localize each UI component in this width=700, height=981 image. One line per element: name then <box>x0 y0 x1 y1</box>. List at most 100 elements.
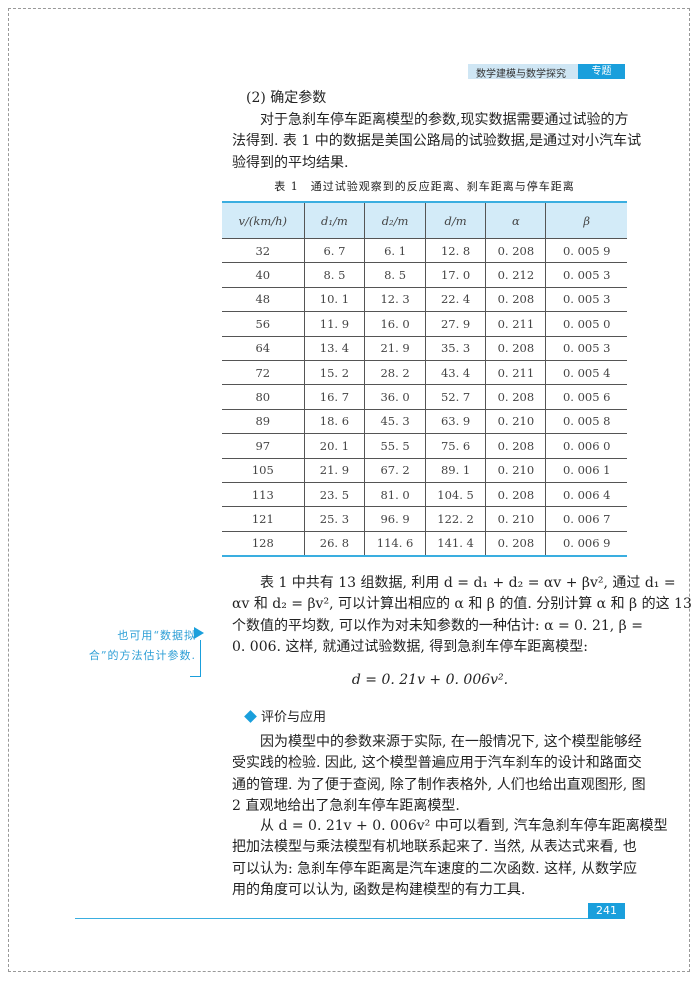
footer-rule <box>75 918 625 919</box>
table-cell: 16. 0 <box>364 311 426 337</box>
text-line: 0. 006. 这样, 就通过试验数据, 得到急刹车停车距离模型: <box>232 638 588 655</box>
table-cell: 0. 211 <box>485 311 547 337</box>
model-formula: d = 0. 21v + 0. 006v². <box>351 672 509 688</box>
table-cell: 128 <box>222 530 305 558</box>
table-cell: 0. 211 <box>485 359 547 386</box>
column-header: α <box>485 201 547 239</box>
table-cell: 35. 3 <box>424 335 487 361</box>
table-cell: 0. 208 <box>485 335 547 361</box>
table-cell: 72 <box>222 359 305 386</box>
table-cell: 0. 005 3 <box>545 335 627 361</box>
column-header: β <box>545 201 627 239</box>
table-row: 56 11. 9 16. 0 27. 9 0. 211 0. 005 0 <box>222 311 627 337</box>
table-cell: 0. 005 8 <box>545 408 627 435</box>
table-cell: 8. 5 <box>303 262 366 288</box>
table-cell: 17. 0 <box>424 262 487 288</box>
table-cell: 80 <box>222 384 305 410</box>
table-cell: 22. 4 <box>424 286 487 313</box>
table-cell: 6. 1 <box>364 237 426 264</box>
table-cell: 0. 005 3 <box>545 262 627 288</box>
table-cell: 89. 1 <box>424 457 487 483</box>
table-row: 48 10. 1 12. 3 22. 4 0. 208 0. 005 3 <box>222 286 627 313</box>
table-cell: 10. 1 <box>303 286 366 313</box>
running-header: 数学建模与数学探究 专题 <box>468 64 625 80</box>
text-line: 个数值的平均数, 可以作为对未知参数的一种估计: α = 0. 21, β = <box>232 617 643 634</box>
table-cell: 141. 4 <box>424 530 487 558</box>
table-cell: 0. 006 7 <box>545 506 627 532</box>
table-cell: 67. 2 <box>364 457 426 483</box>
table-cell: 0. 005 4 <box>545 359 627 386</box>
table-cell: 0. 006 9 <box>545 530 627 558</box>
table-cell: 56 <box>222 311 305 337</box>
table-cell: 0. 208 <box>485 481 547 508</box>
table-cell: 0. 006 4 <box>545 481 627 508</box>
table-caption: 表 1 通过试验观察到的反应距离、刹车距离与停车距离 <box>274 180 575 193</box>
table-row: 128 26. 8 114. 6 141. 4 0. 208 0. 006 9 <box>222 530 627 558</box>
table-cell: 0. 212 <box>485 262 547 288</box>
text-line: αv 和 d₂ = βv², 可以计算出相应的 α 和 β 的值. 分别计算 α… <box>232 596 692 613</box>
table-cell: 40 <box>222 262 305 288</box>
table-row: 121 25. 3 96. 9 122. 2 0. 210 0. 006 7 <box>222 506 627 532</box>
text-line: 2 直观地给出了急刹车停车距离模型. <box>232 797 460 814</box>
table-cell: 16. 7 <box>303 384 366 410</box>
table-cell: 0. 208 <box>485 530 547 558</box>
table-cell: 12. 3 <box>364 286 426 313</box>
column-header: v/(km/h) <box>222 201 305 239</box>
text-line: 表 1 中共有 13 组数据, 利用 d = d₁ + d₂ = αv + βv… <box>260 575 676 591</box>
section-heading: 评价与应用 <box>244 706 327 725</box>
section-title: 评价与应用 <box>261 710 327 725</box>
table-cell: 0. 005 3 <box>545 286 627 313</box>
side-note-line: 合”的方法估计参数. <box>88 649 196 662</box>
text-line: 把加法模型与乘法模型有机地联系起来了. 当然, 从表达式来看, 也 <box>232 839 637 856</box>
table-cell: 28. 2 <box>364 359 426 386</box>
table-cell: 121 <box>222 506 305 532</box>
text-line: 从 d = 0. 21v + 0. 006v² 中可以看到, 汽车急刹车停车距离… <box>260 818 668 834</box>
table-cell: 97 <box>222 433 305 459</box>
table-cell: 105 <box>222 457 305 483</box>
table-cell: 0. 006 1 <box>545 457 627 483</box>
text-line: 对于急刹车停车距离模型的参数,现实数据需要通过试验的方 <box>260 112 629 128</box>
table-row: 105 21. 9 67. 2 89. 1 0. 210 0. 006 1 <box>222 457 627 483</box>
table-cell: 15. 2 <box>303 359 366 386</box>
note-bracket <box>190 640 201 677</box>
table-row: 113 23. 5 81. 0 104. 5 0. 208 0. 006 4 <box>222 481 627 508</box>
table-cell: 0. 208 <box>485 237 547 264</box>
table-row: 64 13. 4 21. 9 35. 3 0. 208 0. 005 3 <box>222 335 627 361</box>
table-cell: 23. 5 <box>303 481 366 508</box>
table-cell: 0. 005 6 <box>545 384 627 410</box>
table-row: 40 8. 5 8. 5 17. 0 0. 212 0. 005 3 <box>222 262 627 288</box>
table-cell: 0. 005 9 <box>545 237 627 264</box>
table-cell: 12. 8 <box>424 237 487 264</box>
table-cell: 0. 208 <box>485 433 547 459</box>
table-row: 97 20. 1 55. 5 75. 6 0. 208 0. 006 0 <box>222 433 627 459</box>
table-cell: 0. 210 <box>485 506 547 532</box>
text-line: 受实践的检验. 因此, 这个模型普遍应用于汽车刹车的设计和路面交 <box>232 755 642 772</box>
side-note-line: 也可用“数据拟 <box>117 629 196 642</box>
table-cell: 21. 9 <box>303 457 366 483</box>
diamond-bullet-icon <box>244 710 257 723</box>
table-cell: 13. 4 <box>303 335 366 361</box>
table-cell: 75. 6 <box>424 433 487 459</box>
table-cell: 55. 5 <box>364 433 426 459</box>
table-cell: 0. 006 0 <box>545 433 627 459</box>
table-cell: 48 <box>222 286 305 313</box>
table-row: 32 6. 7 6. 1 12. 8 0. 208 0. 005 9 <box>222 237 627 264</box>
table-cell: 96. 9 <box>364 506 426 532</box>
table-cell: 0. 210 <box>485 408 547 435</box>
table-cell: 6. 7 <box>303 237 366 264</box>
table-cell: 11. 9 <box>303 311 366 337</box>
table-cell: 21. 9 <box>364 335 426 361</box>
table-cell: 43. 4 <box>424 359 487 386</box>
subsection-heading: (2) 确定参数 <box>246 90 327 106</box>
table-cell: 18. 6 <box>303 408 366 435</box>
text-line: 法得到. 表 1 中的数据是美国公路局的试验数据,是通过对小汽车试 <box>232 133 642 150</box>
table-cell: 64 <box>222 335 305 361</box>
table-cell: 52. 7 <box>424 384 487 410</box>
table-cell: 26. 8 <box>303 530 366 558</box>
text-line: 验得到的平均结果. <box>232 154 349 171</box>
table-cell: 36. 0 <box>364 384 426 410</box>
table-cell: 0. 005 0 <box>545 311 627 337</box>
table-row: 72 15. 2 28. 2 43. 4 0. 211 0. 005 4 <box>222 359 627 386</box>
text-line: 用的角度可以认为, 函数是构建模型的有力工具. <box>232 881 526 898</box>
column-header: d₁/m <box>303 201 366 239</box>
